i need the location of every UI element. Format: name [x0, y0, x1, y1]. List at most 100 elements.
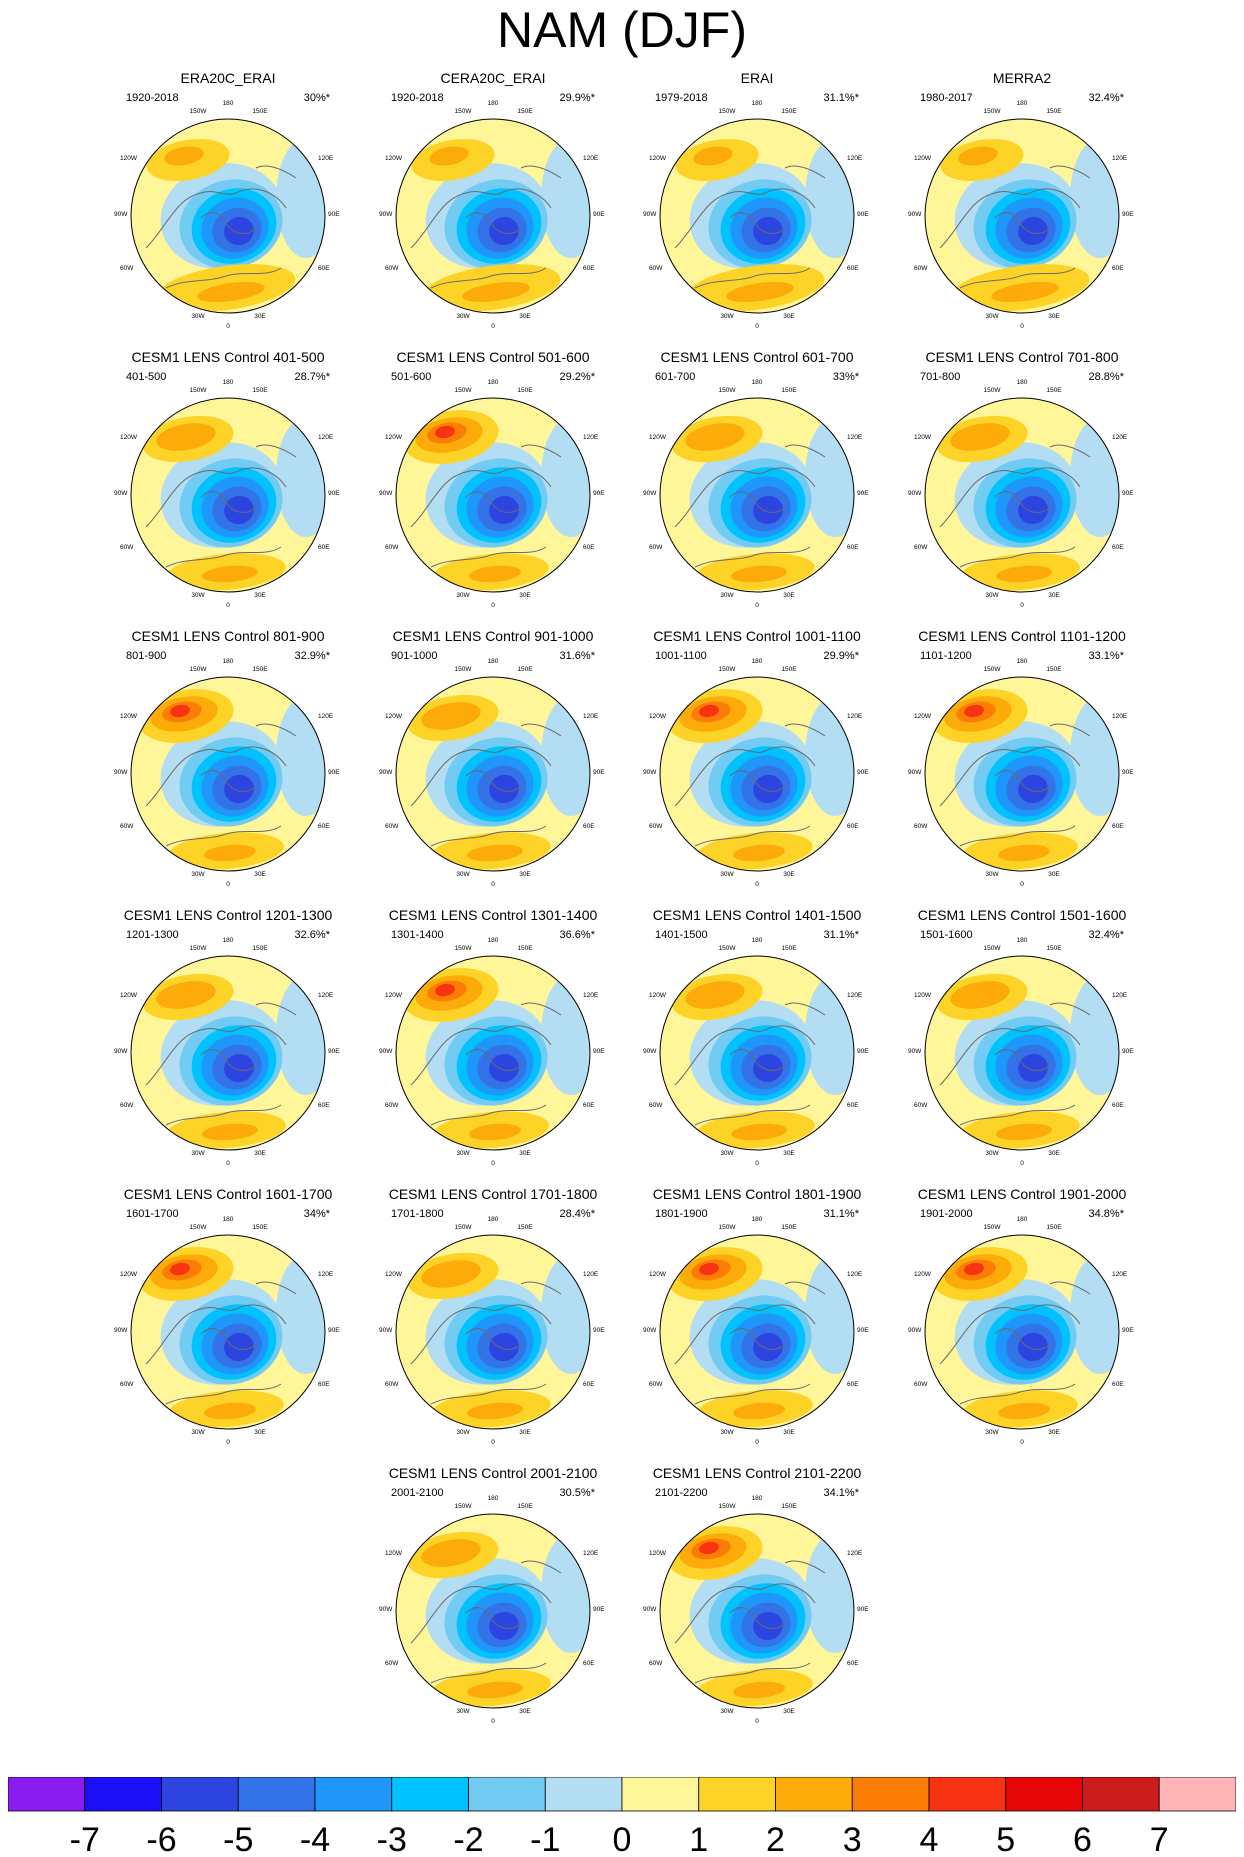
longitude-label: 90E — [593, 1327, 605, 1334]
longitude-label: 0 — [1020, 1439, 1024, 1446]
panel-period: 1001-1100 — [655, 650, 707, 662]
longitude-label: 30W — [720, 1708, 734, 1715]
map-panel: CESM1 LENS Control 501-600 501-600 29.2%* 1… — [361, 349, 625, 611]
colorbar-tick-label: 5 — [996, 1821, 1015, 1857]
panel-period: 1901-2000 — [920, 1208, 973, 1220]
panel-title: ERA20C_ERAI — [180, 70, 276, 86]
panel-title: CESM1 LENS Control 1301-1400 — [388, 907, 598, 923]
panel-variance-percent: 28.7%* — [294, 371, 330, 383]
longitude-label: 180 — [223, 937, 234, 944]
longitude-label: 0 — [1020, 1160, 1024, 1167]
longitude-label: 180 — [223, 379, 234, 386]
longitude-label: 60W — [914, 1381, 928, 1388]
longitude-label: 60W — [914, 544, 928, 551]
longitude-label: 120W — [649, 1550, 667, 1557]
panel-period: 2101-2200 — [655, 1487, 708, 1499]
longitude-label: 30E — [254, 592, 266, 599]
longitude-label: 30W — [456, 313, 470, 320]
longitude-label: 120E — [583, 992, 599, 999]
longitude-label: 60E — [847, 1381, 859, 1388]
longitude-label: 150E — [781, 945, 797, 952]
longitude-label: 120E — [1112, 713, 1128, 720]
longitude-label: 0 — [491, 602, 495, 609]
panel-variance-percent: 31.1%* — [823, 92, 859, 104]
longitude-label: 30E — [1048, 1150, 1060, 1157]
polar-map: 180 150W 150E 120W 120E 90W 90E 60W 60E 30W 30E 0 — [908, 658, 1134, 888]
longitude-label: 30W — [985, 313, 999, 320]
longitude-label: 60E — [1112, 1381, 1124, 1388]
colorbar-swatch — [314, 1777, 393, 1812]
longitude-label: 180 — [223, 100, 234, 107]
longitude-label: 150E — [252, 387, 268, 394]
map-panel: ERAI 1979-2018 31.1%* 180 150W 150E 120W 120E 90… — [625, 70, 889, 332]
longitude-label: 30E — [519, 592, 531, 599]
panel-period: 1301-1400 — [391, 929, 444, 941]
panel-title: CESM1 LENS Control 1601-1700 — [123, 1186, 333, 1202]
panel-variance-percent: 33.1%* — [1088, 650, 1124, 662]
panel-title: CERA20C_ERAI — [440, 70, 546, 86]
longitude-label: 120W — [385, 434, 403, 441]
longitude-label: 60E — [583, 265, 595, 272]
panel-period: 1601-1700 — [126, 1208, 179, 1220]
longitude-label: 0 — [755, 1439, 759, 1446]
panel-variance-percent: 30%* — [303, 92, 330, 104]
longitude-label: 60W — [914, 1102, 928, 1109]
longitude-label: 30W — [191, 313, 205, 320]
longitude-label: 60E — [847, 1660, 859, 1667]
polar-map: 180 150W 150E 120W 120E 90W 90E 60W 60E 30W 30E 0 — [908, 100, 1134, 330]
longitude-label: 180 — [488, 937, 499, 944]
longitude-label: 120E — [1112, 434, 1128, 441]
longitude-label: 60W — [649, 1102, 663, 1109]
longitude-label: 150W — [984, 108, 1002, 115]
longitude-label: 150E — [517, 108, 533, 115]
longitude-label: 30E — [1048, 1429, 1060, 1436]
longitude-label: 150E — [1046, 1224, 1062, 1231]
colorbar-tick-label: 0 — [613, 1821, 632, 1857]
longitude-label: 0 — [226, 323, 230, 330]
longitude-label: 60E — [847, 823, 859, 830]
longitude-label: 120E — [847, 1550, 863, 1557]
longitude-label: 150E — [252, 945, 268, 952]
longitude-label: 60W — [120, 1102, 134, 1109]
colorbar-tick-label: -3 — [377, 1821, 407, 1857]
panel-period: 1920-2018 — [126, 92, 179, 104]
panel-period: 1401-1500 — [655, 929, 708, 941]
longitude-label: 90E — [1122, 769, 1134, 776]
longitude-label: 60W — [385, 544, 399, 551]
longitude-label: 90E — [328, 211, 340, 218]
polar-map: 180 150W 150E 120W 120E 90W 90E 60W 60E 30W 30E 0 — [643, 937, 869, 1167]
longitude-label: 120E — [847, 155, 863, 162]
longitude-label: 150W — [984, 666, 1002, 673]
longitude-label: 90E — [328, 769, 340, 776]
panel-period: 1980-2017 — [920, 92, 973, 104]
longitude-label: 90W — [114, 490, 128, 497]
longitude-label: 120W — [649, 1271, 667, 1278]
colorbar-tick-label: -6 — [146, 1821, 176, 1857]
longitude-label: 30E — [1048, 313, 1060, 320]
longitude-label: 60W — [914, 265, 928, 272]
panel-period: 1920-2018 — [391, 92, 444, 104]
polar-map: 180 150W 150E 120W 120E 90W 90E 60W 60E 30W 30E 0 — [379, 937, 605, 1167]
polar-map: 180 150W 150E 120W 120E 90W 90E 60W 60E 30W 30E 0 — [114, 100, 340, 330]
longitude-label: 60E — [583, 1381, 595, 1388]
longitude-label: 90E — [857, 769, 869, 776]
polar-map: 180 150W 150E 120W 120E 90W 90E 60W 60E 30W 30E 0 — [908, 379, 1134, 609]
longitude-label: 30E — [254, 1429, 266, 1436]
longitude-label: 150E — [1046, 666, 1062, 673]
longitude-label: 90E — [1122, 1048, 1134, 1055]
longitude-label: 30W — [191, 592, 205, 599]
panel-variance-percent: 29.9%* — [559, 92, 595, 104]
longitude-label: 180 — [752, 100, 763, 107]
longitude-label: 150E — [517, 945, 533, 952]
longitude-label: 90W — [908, 490, 922, 497]
colorbar-tick-label: 1 — [689, 1821, 708, 1857]
panel-title: ERAI — [740, 70, 774, 86]
panel-period: 1979-2018 — [655, 92, 708, 104]
longitude-label: 60E — [1112, 823, 1124, 830]
longitude-label: 150E — [781, 1503, 797, 1510]
longitude-label: 30W — [720, 592, 734, 599]
longitude-label: 30E — [519, 1150, 531, 1157]
longitude-label: 120W — [385, 1550, 403, 1557]
longitude-label: 150E — [517, 1503, 533, 1510]
panel-variance-percent: 34%* — [303, 1208, 330, 1220]
